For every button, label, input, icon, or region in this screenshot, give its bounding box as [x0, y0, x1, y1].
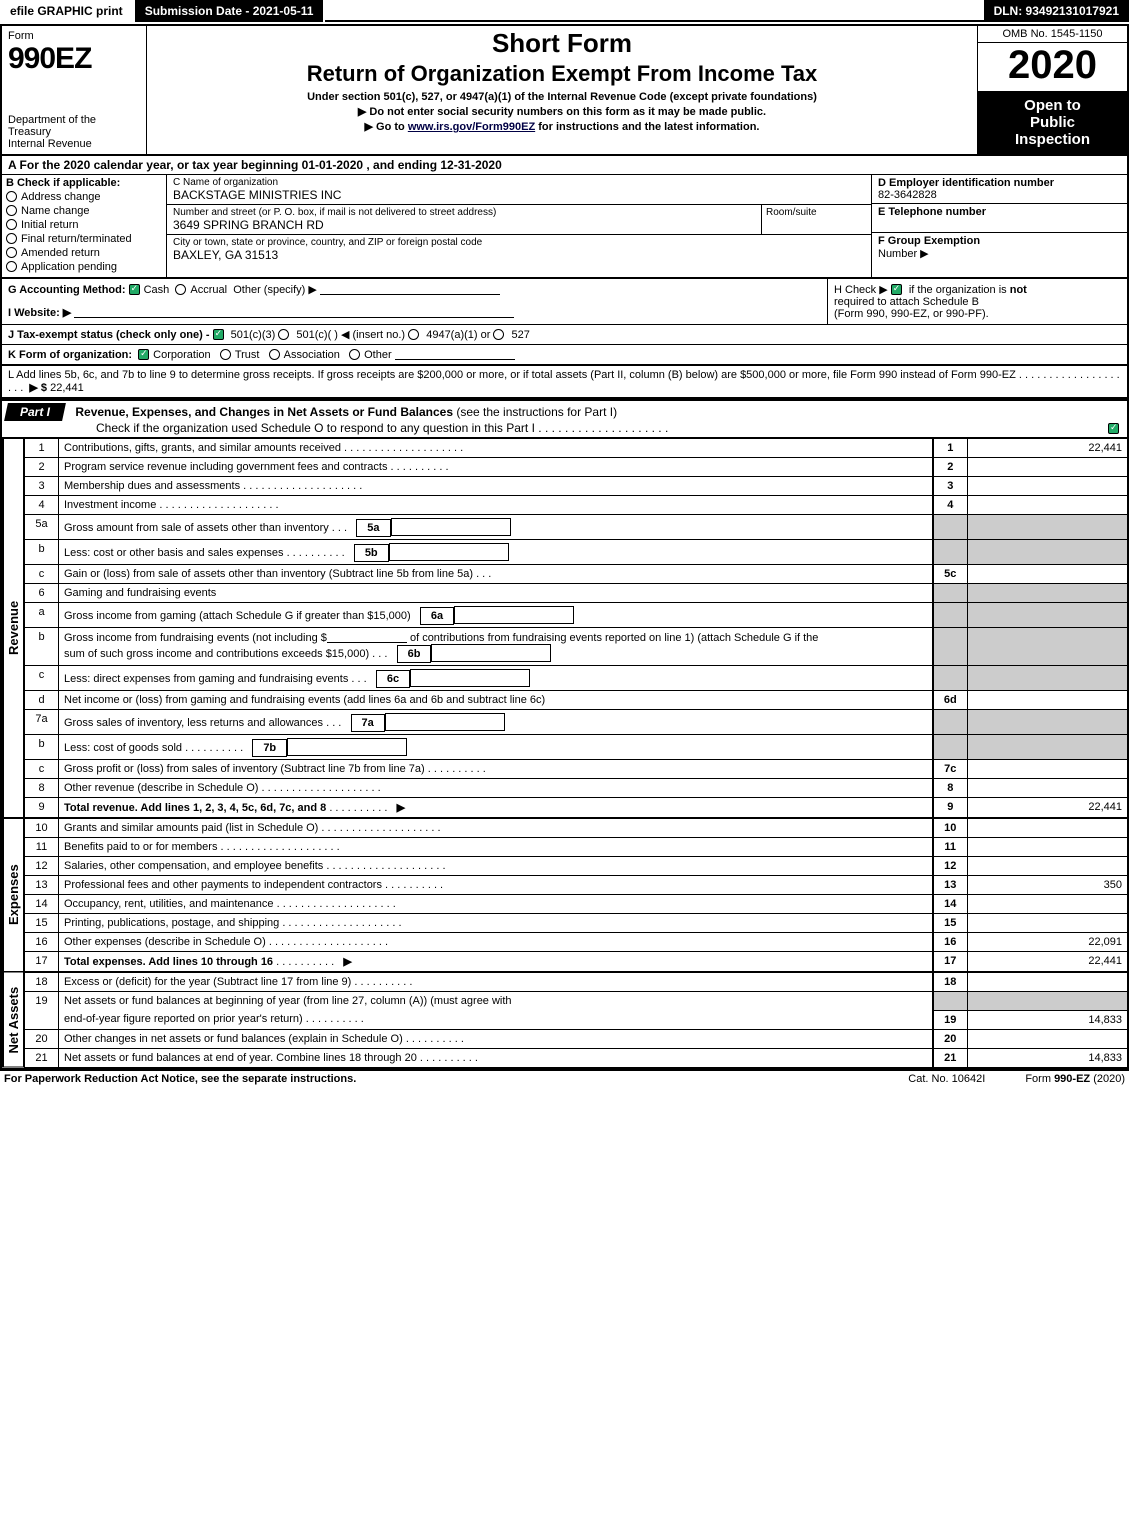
accounting-method: G Accounting Method: Cash Accrual Other … [2, 279, 827, 324]
subtitle-3: ▶ Go to www.irs.gov/Form990EZ for instru… [153, 120, 971, 133]
efile-print-button[interactable]: efile GRAPHIC print [0, 0, 135, 22]
chk-trust[interactable] [220, 349, 231, 360]
chk-sched-b-not-required[interactable] [891, 284, 902, 295]
form-title: Return of Organization Exempt From Incom… [153, 61, 971, 87]
chk-amended[interactable] [6, 247, 17, 258]
org-address: 3649 SPRING BRANCH RD [173, 218, 755, 232]
header-right: OMB No. 1545-1150 2020 Open to Public In… [977, 26, 1127, 154]
col-d-e-f: D Employer identification number 82-3642… [872, 175, 1127, 277]
short-form-label: Short Form [153, 28, 971, 59]
dln-label: DLN: 93492131017921 [984, 0, 1129, 22]
row-l-gross-receipts: L Add lines 5b, 6c, and 7b to line 9 to … [2, 366, 1127, 399]
chk-pending[interactable] [6, 261, 17, 272]
line-1-amount: 22,441 [967, 439, 1127, 458]
info-grid: B Check if applicable: Address change Na… [2, 175, 1127, 279]
header-title-block: Short Form Return of Organization Exempt… [147, 26, 977, 154]
chk-accrual[interactable] [175, 284, 186, 295]
line-9-total-revenue: 22,441 [967, 798, 1127, 818]
chk-501c3[interactable] [213, 329, 224, 340]
col-b-checkboxes: B Check if applicable: Address change Na… [2, 175, 167, 277]
row-k-org-form: K Form of organization: Corporation Trus… [2, 345, 1127, 366]
website-input[interactable] [74, 306, 514, 318]
tel-label: E Telephone number [878, 206, 1121, 218]
form-number: 990EZ [8, 42, 140, 76]
org-city: BAXLEY, GA 31513 [173, 248, 865, 262]
department-label: Department of the Treasury Internal Reve… [8, 114, 140, 150]
net-assets-section: Net Assets 18Excess or (deficit) for the… [2, 972, 1127, 1068]
revenue-side-label: Revenue [2, 438, 24, 818]
form-header: Form 990EZ Department of the Treasury In… [2, 26, 1127, 156]
revenue-section: Revenue 1Contributions, gifts, grants, a… [2, 438, 1127, 818]
expenses-section: Expenses 10Grants and similar amounts pa… [2, 818, 1127, 972]
part-1-tab: Part I [4, 403, 66, 421]
line-17-total-expenses: 22,441 [967, 952, 1127, 972]
part-1-header: Part I Revenue, Expenses, and Changes in… [2, 399, 1127, 438]
chk-corporation[interactable] [138, 349, 149, 360]
line-19-amount: 14,833 [967, 1010, 1127, 1029]
submission-date-button[interactable]: Submission Date - 2021-05-11 [135, 0, 326, 22]
ein-label: D Employer identification number [878, 177, 1121, 189]
group-exempt-number: Number ▶ [878, 247, 1121, 260]
chk-4947[interactable] [408, 329, 419, 340]
open-to-public: Open to Public Inspection [978, 91, 1127, 154]
chk-name-change[interactable] [6, 205, 17, 216]
chk-association[interactable] [269, 349, 280, 360]
expenses-side-label: Expenses [2, 818, 24, 972]
row-j-tax-exempt: J Tax-exempt status (check only one) - 5… [2, 325, 1127, 345]
row-a-period: A For the 2020 calendar year, or tax yea… [2, 156, 1127, 175]
line-13-amount: 350 [967, 876, 1127, 895]
city-label: City or town, state or province, country… [173, 237, 865, 248]
gross-receipts-amount: 22,441 [50, 382, 84, 394]
expenses-table: 10Grants and similar amounts paid (list … [24, 818, 1127, 972]
paperwork-notice: For Paperwork Reduction Act Notice, see … [4, 1073, 868, 1085]
irs-link[interactable]: www.irs.gov/Form990EZ [408, 121, 535, 133]
ein-value: 82-3642828 [878, 189, 1121, 201]
row-h-schedule-b: H Check ▶ if the organization is not req… [827, 279, 1127, 324]
row-i-website: I Website: ▶ [8, 307, 71, 319]
revenue-table: 1Contributions, gifts, grants, and simil… [24, 438, 1127, 818]
col-c-org-info: C Name of organization BACKSTAGE MINISTR… [167, 175, 872, 277]
chk-527[interactable] [493, 329, 504, 340]
line-21-amount: 14,833 [967, 1048, 1127, 1067]
page-footer: For Paperwork Reduction Act Notice, see … [0, 1070, 1129, 1087]
chk-501c[interactable] [278, 329, 289, 340]
org-name: BACKSTAGE MINISTRIES INC [173, 188, 865, 202]
room-label: Room/suite [766, 207, 867, 218]
form-ref: Form 990-EZ (2020) [1025, 1073, 1125, 1085]
top-bar: efile GRAPHIC print Submission Date - 20… [0, 0, 1129, 22]
catalog-number: Cat. No. 10642I [868, 1073, 1025, 1085]
header-left: Form 990EZ Department of the Treasury In… [2, 26, 147, 154]
chk-schedule-o-part1[interactable] [1108, 423, 1119, 434]
net-assets-table: 18Excess or (deficit) for the year (Subt… [24, 972, 1127, 1068]
line-16-amount: 22,091 [967, 933, 1127, 952]
subtitle-1: Under section 501(c), 527, or 4947(a)(1)… [153, 91, 971, 103]
org-name-label: C Name of organization [173, 177, 865, 188]
subtitle-2: ▶ Do not enter social security numbers o… [153, 105, 971, 118]
group-exempt-label: F Group Exemption [878, 235, 1121, 247]
omb-label: OMB No. 1545-1150 [978, 26, 1127, 43]
net-assets-side-label: Net Assets [2, 972, 24, 1068]
chk-final-return[interactable] [6, 233, 17, 244]
col-b-title: B Check if applicable: [6, 177, 162, 189]
form-word: Form [8, 30, 140, 42]
other-org-input[interactable] [395, 348, 515, 360]
chk-address-change[interactable] [6, 191, 17, 202]
row-g-h: G Accounting Method: Cash Accrual Other … [2, 279, 1127, 325]
chk-initial-return[interactable] [6, 219, 17, 230]
chk-other-org[interactable] [349, 349, 360, 360]
addr-label: Number and street (or P. O. box, if mail… [173, 207, 755, 218]
chk-cash[interactable] [129, 284, 140, 295]
tax-year: 2020 [978, 43, 1127, 91]
other-specify-input[interactable] [320, 283, 500, 295]
form-990ez: Form 990EZ Department of the Treasury In… [0, 24, 1129, 1070]
